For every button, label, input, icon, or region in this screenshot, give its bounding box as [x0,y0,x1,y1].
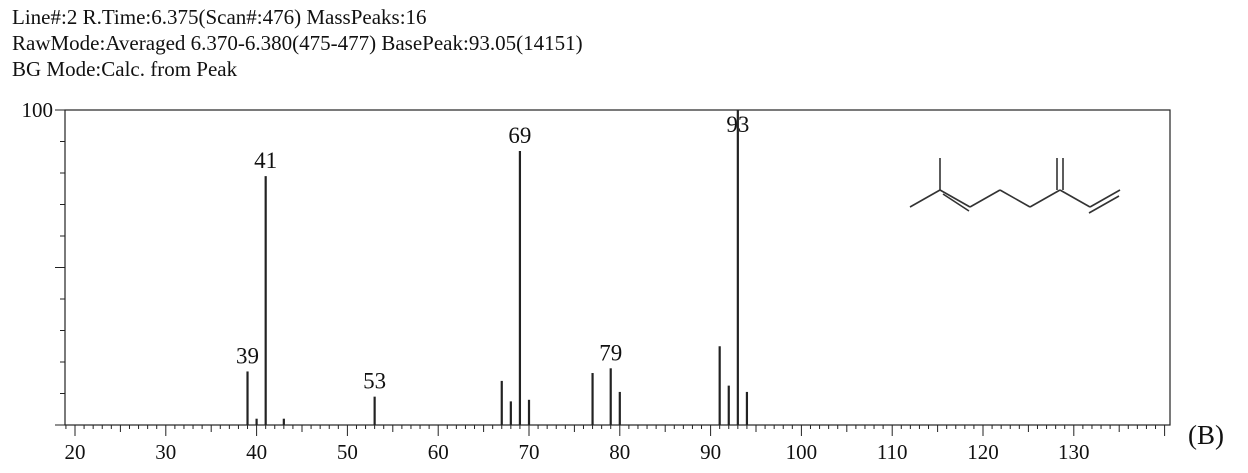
x-tick-label: 80 [609,440,630,464]
peak-labels: 39 41 53 69 79 93 [236,112,749,394]
x-tick-label: 50 [337,440,358,464]
x-tick-label: 40 [246,440,267,464]
x-tick-label: 110 [877,440,908,464]
peak-label-39: 39 [236,343,259,368]
y-tick-label: 100 [22,98,54,122]
header-line-3: BG Mode:Calc. from Peak [12,57,238,81]
x-axis: 20 30 40 50 60 70 80 90 100 110 120 130 [65,425,1166,464]
x-tick-label: 90 [700,440,721,464]
peak-label-41: 41 [254,148,277,173]
x-tick-label: 100 [786,440,818,464]
x-tick-label: 120 [967,440,999,464]
myrcene-structure-diagram [909,158,1121,214]
peak-label-53: 53 [363,369,386,394]
peak-series [246,110,749,425]
peak-label-69: 69 [508,123,531,148]
peak-label-79: 79 [599,340,622,365]
peak-label-93: 93 [726,112,749,137]
x-tick-label: 130 [1058,440,1090,464]
header-line-1: Line#:2 R.Time:6.375(Scan#:476) MassPeak… [12,5,427,29]
x-tick-label: 70 [519,440,540,464]
panel-label: (B) [1188,420,1224,450]
spectrum-header: Line#:2 R.Time:6.375(Scan#:476) MassPeak… [12,4,583,82]
y-axis: 100 [22,98,65,426]
x-tick-label: 30 [155,440,176,464]
x-tick-label: 60 [428,440,449,464]
x-tick-label: 20 [65,440,86,464]
header-line-2: RawMode:Averaged 6.370-6.380(475-477) Ba… [12,31,583,55]
plot-frame [64,109,1171,426]
